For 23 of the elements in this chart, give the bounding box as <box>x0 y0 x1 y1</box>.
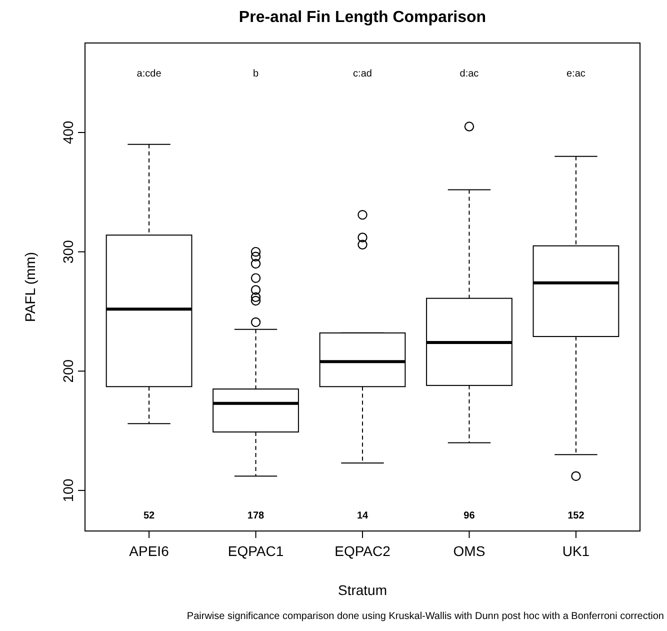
x-tick-label: EQPAC2 <box>334 543 391 559</box>
annotation: 96 <box>464 510 476 522</box>
annotation: a:cde <box>136 68 162 80</box>
x-tick-label: OMS <box>453 543 486 559</box>
annotation: 14 <box>356 510 368 522</box>
chart-title: Pre-anal Fin Length Comparison <box>238 9 486 26</box>
annotation: 52 <box>143 510 156 522</box>
x-tick-label: APEI6 <box>129 543 170 559</box>
x-axis-title: Stratum <box>338 582 388 598</box>
annotation: c:ad <box>353 68 372 80</box>
y-tick-label: 400 <box>60 120 76 144</box>
x-tick-label: UK1 <box>562 543 590 559</box>
x-tick-label: EQPAC1 <box>228 543 284 559</box>
y-tick-label: 200 <box>60 359 76 383</box>
y-tick-label: 300 <box>60 240 76 264</box>
annotation: 152 <box>568 510 585 522</box>
y-tick-label: 100 <box>60 478 76 502</box>
y-axis-title: PAFL (mm) <box>22 252 38 322</box>
annotation: d:ac <box>460 68 479 80</box>
annotation: 178 <box>247 510 265 522</box>
annotation: e:ac <box>566 68 586 80</box>
text: Pairwise significance comparison done using Kruskal-Wallis with Dunn post hoc with a Bonferroni correction <box>186 611 664 622</box>
annotation: b <box>252 68 259 80</box>
